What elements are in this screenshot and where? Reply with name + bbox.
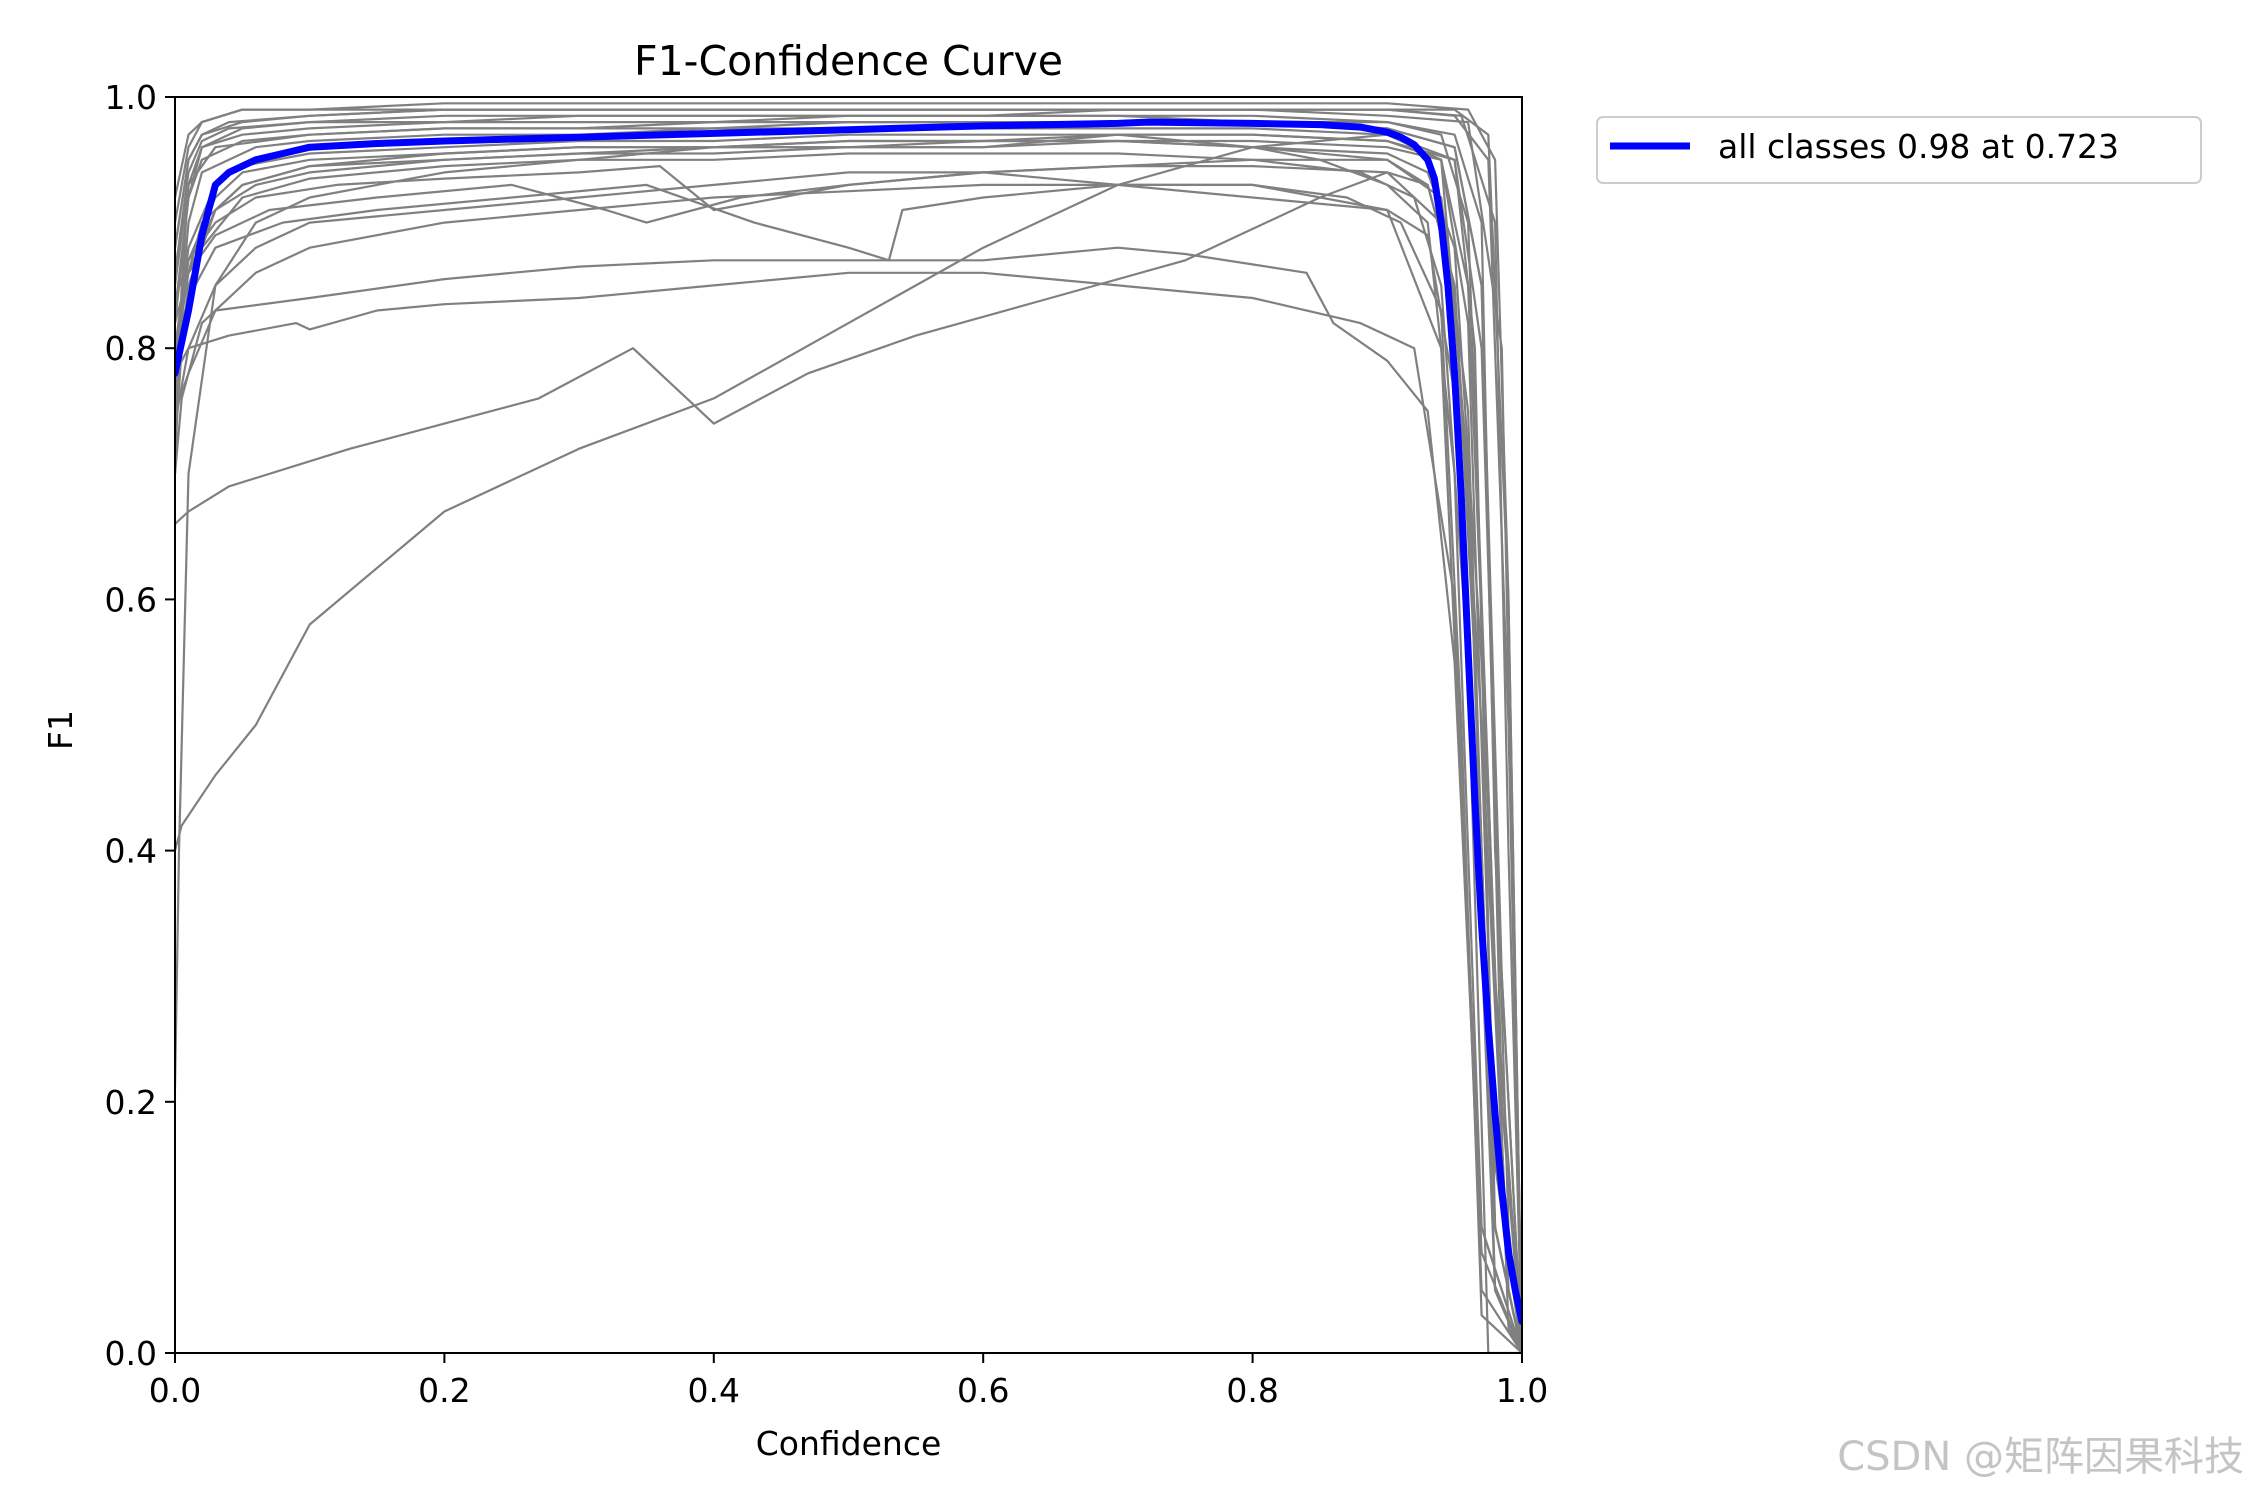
y-tick-label: 0.4 [105, 832, 157, 871]
x-axis-label: Confidence [756, 1424, 942, 1463]
class-curve-24 [175, 102, 1522, 1353]
class-curve-22 [175, 108, 1522, 1353]
class-curve-25 [175, 133, 1522, 1353]
x-tick-label: 0.2 [418, 1371, 470, 1410]
class-curve-17 [175, 165, 1522, 1353]
legend-label-all-classes: all classes 0.98 at 0.723 [1718, 127, 2119, 166]
x-tick-label: 0.0 [149, 1371, 201, 1410]
y-tick-label: 1.0 [105, 78, 157, 117]
class-curve-20 [175, 120, 1522, 1353]
class-curve-3 [175, 246, 1522, 1353]
y-tick-label: 0.2 [105, 1083, 157, 1122]
legend: all classes 0.98 at 0.723 [1596, 116, 2202, 184]
x-tick-label: 1.0 [1496, 1371, 1548, 1410]
series-line-all-classes [175, 118, 1522, 1326]
watermark: CSDN @矩阵因果科技 [1837, 1434, 2244, 1480]
y-tick-label: 0.6 [105, 580, 157, 619]
legend-box [1596, 116, 2202, 184]
plot-frame [174, 96, 1523, 1354]
x-tick-label: 0.6 [957, 1371, 1009, 1410]
x-axis-ticks: 0.0 0.2 0.4 0.6 0.8 1.0 [149, 1353, 1548, 1410]
class-curve-11 [175, 139, 1522, 1353]
x-tick-label: 0.8 [1226, 1371, 1278, 1410]
class-curve-21 [175, 183, 1522, 1353]
class-curve-14 [175, 152, 1522, 1353]
y-tick-label: 0.0 [105, 1334, 157, 1373]
y-axis-ticks: 0.0 0.2 0.4 0.6 0.8 1.0 [105, 78, 175, 1373]
class-curve-4 [175, 271, 1522, 1353]
chart-title: F1-Confidence Curve [634, 37, 1063, 85]
y-tick-label: 0.8 [105, 329, 157, 368]
class-curves-group [175, 102, 1522, 1353]
class-curve-5 [175, 183, 1522, 1353]
main-series-group [175, 118, 1522, 1326]
class-curve-18 [175, 108, 1522, 1353]
class-curve-6 [175, 171, 1522, 1353]
y-axis-label: F1 [41, 710, 80, 750]
x-tick-label: 0.4 [688, 1371, 740, 1410]
